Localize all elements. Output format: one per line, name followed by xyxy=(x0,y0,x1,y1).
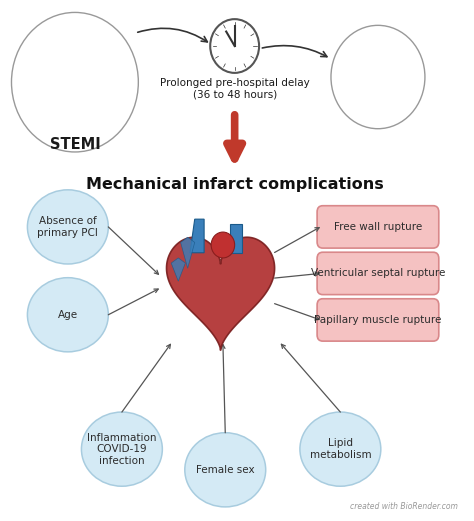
Ellipse shape xyxy=(185,433,266,507)
Ellipse shape xyxy=(27,278,109,352)
Ellipse shape xyxy=(27,190,109,264)
Text: Inflammation
COVID-19
infection: Inflammation COVID-19 infection xyxy=(87,432,156,466)
FancyBboxPatch shape xyxy=(317,206,439,248)
Text: Papillary muscle rupture: Papillary muscle rupture xyxy=(314,315,442,325)
Text: Free wall rupture: Free wall rupture xyxy=(334,222,422,232)
Circle shape xyxy=(11,13,138,152)
Circle shape xyxy=(210,19,259,73)
Polygon shape xyxy=(181,237,195,268)
Polygon shape xyxy=(171,258,185,281)
Text: Lipid
metabolism: Lipid metabolism xyxy=(310,438,371,460)
Text: Absence of
primary PCI: Absence of primary PCI xyxy=(37,216,98,238)
Text: Mechanical infarct complications: Mechanical infarct complications xyxy=(86,177,383,192)
Text: created with BioRender.com: created with BioRender.com xyxy=(350,502,458,511)
Text: Prolonged pre-hospital delay
(36 to 48 hours): Prolonged pre-hospital delay (36 to 48 h… xyxy=(160,78,310,99)
Text: Age: Age xyxy=(58,310,78,320)
FancyBboxPatch shape xyxy=(317,299,439,341)
Ellipse shape xyxy=(300,412,381,486)
FancyBboxPatch shape xyxy=(317,252,439,294)
Text: Ventricular septal rupture: Ventricular septal rupture xyxy=(311,268,445,278)
Ellipse shape xyxy=(82,412,162,486)
Text: Female sex: Female sex xyxy=(196,465,255,475)
Text: STEMI: STEMI xyxy=(49,137,100,152)
Circle shape xyxy=(331,26,425,129)
Polygon shape xyxy=(166,237,274,350)
Polygon shape xyxy=(230,225,242,253)
Circle shape xyxy=(211,232,235,258)
Polygon shape xyxy=(190,219,204,253)
